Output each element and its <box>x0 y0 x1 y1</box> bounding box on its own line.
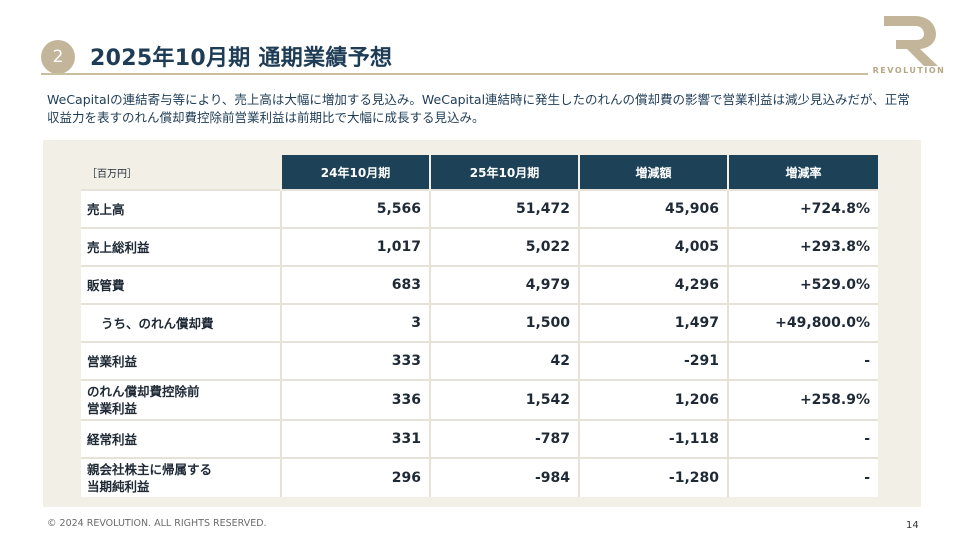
cell-value: 1,017 <box>280 227 430 266</box>
cell-value: 5,022 <box>429 227 579 266</box>
cell-value: +258.9% <box>727 379 878 420</box>
cell-value: 3 <box>280 303 430 342</box>
cell-value: +529.0% <box>727 265 878 304</box>
row-label: 営業利益 <box>81 341 281 380</box>
column-header: 25年10月期 <box>429 155 579 190</box>
cell-value: -787 <box>429 419 579 458</box>
table-row: 親会社株主に帰属する 当期純利益 296 -984 -1,280 - <box>81 457 878 497</box>
cell-value: 683 <box>280 265 430 304</box>
table-row: 販管費 683 4,979 4,296 +529.0% <box>81 265 878 304</box>
logo-wordmark: REVOLUTION <box>872 66 946 75</box>
cell-value: 4,005 <box>578 227 728 266</box>
row-label: 販管費 <box>81 265 281 304</box>
cell-value: - <box>727 457 878 497</box>
table-row: 営業利益 333 42 -291 - <box>81 341 878 380</box>
cell-value: 4,979 <box>429 265 579 304</box>
cell-value: +293.8% <box>727 227 878 266</box>
cell-value: 1,500 <box>429 303 579 342</box>
cell-value: 1,497 <box>578 303 728 342</box>
row-label: 経常利益 <box>81 419 281 458</box>
table-row: 売上高 5,566 51,472 45,906 +724.8% <box>81 189 878 228</box>
cell-value: 333 <box>280 341 430 380</box>
cell-value: 1,542 <box>429 379 579 420</box>
column-header: 増減率 <box>727 155 878 190</box>
cell-value: -1,118 <box>578 419 728 458</box>
table-row: 売上総利益 1,017 5,022 4,005 +293.8% <box>81 227 878 266</box>
copyright-notice: © 2024 REVOLUTION. ALL RIGHTS RESERVED. <box>47 518 267 529</box>
row-label-line: 当期純利益 <box>87 479 150 494</box>
section-number-badge: 2 <box>41 40 75 74</box>
revolution-logo-icon <box>884 16 938 66</box>
row-label: のれん償却費控除前 営業利益 <box>81 379 281 420</box>
cell-value: +724.8% <box>727 189 878 228</box>
row-label-line: のれん償却費控除前 <box>87 384 200 399</box>
cell-value: 336 <box>280 379 430 420</box>
row-label: 売上総利益 <box>81 227 281 266</box>
cell-value: -291 <box>578 341 728 380</box>
cell-value: 1,206 <box>578 379 728 420</box>
forecast-table: ［百万円］ 24年10月期 25年10月期 増減額 増減率 売上高 5,566 … <box>81 155 878 497</box>
cell-value: +49,800.0% <box>727 303 878 342</box>
row-label: 親会社株主に帰属する 当期純利益 <box>81 457 281 497</box>
cell-value: -1,280 <box>578 457 728 497</box>
column-header: 増減額 <box>578 155 728 190</box>
table-row: 経常利益 331 -787 -1,118 - <box>81 419 878 458</box>
lead-paragraph: WeCapitalの連結寄与等により、売上高は大幅に増加する見込み。WeCapi… <box>47 92 910 125</box>
cell-value: 42 <box>429 341 579 380</box>
row-label-line: 営業利益 <box>87 401 138 416</box>
cell-value: -984 <box>429 457 579 497</box>
unit-label: ［百万円］ <box>81 155 281 190</box>
cell-value: 331 <box>280 419 430 458</box>
cell-value: 45,906 <box>578 189 728 228</box>
cell-value: - <box>727 341 878 380</box>
cell-value: 51,472 <box>429 189 579 228</box>
row-label: うち、のれん償却費 <box>81 303 281 342</box>
table-row: のれん償却費控除前 営業利益 336 1,542 1,206 +258.9% <box>81 379 878 420</box>
cell-value: - <box>727 419 878 458</box>
page-number: 14 <box>906 520 919 531</box>
title-divider <box>41 73 868 75</box>
table-header-row: ［百万円］ 24年10月期 25年10月期 増減額 増減率 <box>81 155 878 190</box>
row-label-line: 親会社株主に帰属する <box>87 462 213 477</box>
column-header: 24年10月期 <box>280 155 430 190</box>
table-row: うち、のれん償却費 3 1,500 1,497 +49,800.0% <box>81 303 878 342</box>
cell-value: 296 <box>280 457 430 497</box>
row-label: 売上高 <box>81 189 281 228</box>
cell-value: 5,566 <box>280 189 430 228</box>
page-title: 2025年10月期 通期業績予想 <box>90 46 393 71</box>
cell-value: 4,296 <box>578 265 728 304</box>
